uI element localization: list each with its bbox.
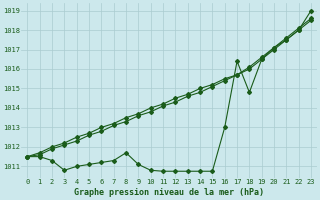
X-axis label: Graphe pression niveau de la mer (hPa): Graphe pression niveau de la mer (hPa) (74, 188, 264, 197)
